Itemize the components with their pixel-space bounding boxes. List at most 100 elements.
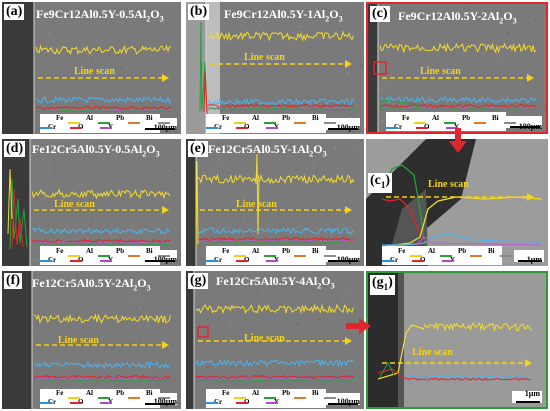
sem-speckle [79, 201, 83, 205]
legend-swatch-al [264, 122, 276, 124]
sem-speckle [86, 237, 89, 240]
legend-swatch-fe [234, 122, 246, 124]
oxide-layer [2, 2, 34, 134]
sem-speckle [346, 289, 349, 292]
sem-speckle [89, 219, 93, 223]
sem-speckle [52, 284, 55, 287]
sem-speckle [295, 169, 297, 171]
sem-speckle [317, 318, 321, 322]
legend-swatch-pb [294, 397, 306, 399]
sem-speckle [39, 52, 42, 56]
fe-profile [31, 188, 171, 200]
sem-speckle [55, 328, 57, 330]
sem-speckle [337, 207, 341, 210]
sem-speckle [319, 155, 321, 157]
al-peak [379, 361, 395, 378]
sem-speckle [243, 68, 247, 72]
sem-speckle [108, 215, 111, 218]
sem-speckle [508, 23, 511, 26]
element-legend: FeAlPbBiCrOY [206, 247, 336, 265]
line-scan-label: Line scan [54, 199, 95, 210]
legend-label-cr: Cr [48, 256, 57, 264]
sem-speckle [54, 293, 55, 295]
sem-speckle [244, 141, 246, 143]
legend-label-bi: Bi [146, 247, 153, 255]
sem-speckle [104, 282, 106, 283]
legend-swatch-cr [206, 260, 218, 262]
legend-swatch-al [98, 122, 110, 124]
element-legend: FeAlPbBiCrOY [40, 247, 170, 265]
sem-speckle [33, 258, 36, 261]
sem-speckle [538, 114, 541, 117]
sem-speckle [60, 5, 62, 7]
sem-speckle [358, 247, 359, 249]
sem-speckle [325, 62, 327, 64]
sem-speckle [36, 408, 38, 409]
o-profile [377, 368, 409, 380]
sem-speckle [169, 166, 172, 169]
panel-f: (f) Fe12Cr5Al0.5Y-2Al2O3 Line scan Fe Al P… [2, 271, 181, 409]
sem-speckle [296, 110, 299, 113]
sem-speckle [280, 287, 283, 290]
legend-swatch-o [236, 127, 248, 129]
panel-f-plot [2, 271, 181, 409]
legend-swatch-al [264, 255, 276, 257]
scale-bar-label: 100µm [336, 255, 360, 264]
sem-speckle [534, 24, 536, 26]
sem-speckle [508, 102, 510, 104]
line-scan-arrowhead [162, 341, 169, 349]
legend-label-pb: Pb [458, 247, 467, 255]
sem-speckle [218, 317, 221, 319]
scale-bar-label: 1µm [524, 389, 540, 398]
sem-speckle [493, 88, 495, 90]
element-legend: FeAlPbBiCrOY [206, 114, 336, 132]
sem-speckle [468, 5, 470, 8]
line-scan-arrowhead [345, 206, 352, 214]
scale-bar [328, 260, 358, 262]
sem-speckle [99, 45, 101, 47]
sem-speckle [342, 58, 343, 60]
panel-g-plot [186, 271, 364, 409]
al-peak [9, 178, 28, 250]
sem-speckle [344, 130, 347, 133]
legend-swatch-pb [470, 255, 482, 257]
legend-swatch-cr [382, 260, 394, 262]
panel-c: (c) Fe9Cr12Al0.5Y-2Al2O3 Line scan Fe Al P… [366, 2, 548, 134]
sem-speckle [70, 280, 72, 282]
sem-speckle [349, 218, 353, 221]
sem-speckle [332, 169, 335, 172]
sem-speckle [224, 235, 228, 239]
legend-label-pb: Pb [116, 389, 125, 397]
o-profile [31, 238, 171, 244]
panel-f-label: (f) [4, 273, 22, 289]
element-legend: FeAlPbBiCrOY [382, 247, 512, 265]
scale-bar-label: 100µm [153, 123, 177, 132]
o-profile [381, 198, 427, 246]
sem-speckle [153, 172, 155, 174]
sem-speckle [505, 8, 508, 11]
fe-peak [195, 160, 199, 248]
legend-swatch-cr [206, 127, 218, 129]
sem-speckle [348, 115, 352, 119]
sem-speckle [138, 170, 140, 172]
sem-speckle [76, 273, 79, 276]
sem-speckle [478, 110, 480, 112]
sem-speckle [304, 234, 306, 236]
sem-speckle [287, 318, 290, 320]
o-peak [11, 188, 24, 248]
sem-speckle [108, 320, 111, 323]
scale-bar-box [506, 116, 542, 128]
sem-speckle [327, 386, 329, 388]
sem-speckle [357, 290, 359, 292]
sem-speckle [178, 238, 180, 240]
sem-speckle [353, 146, 356, 149]
legend-label-fe: Fe [222, 247, 230, 255]
legend-swatch-fe [234, 255, 246, 257]
sem-speckle [87, 34, 90, 36]
legend-label-pb: Pb [282, 389, 291, 397]
sem-speckle [333, 130, 335, 132]
sem-background [368, 4, 546, 132]
fe-profile [379, 42, 537, 54]
sem-speckle [296, 179, 299, 183]
sem-speckle [44, 348, 45, 349]
